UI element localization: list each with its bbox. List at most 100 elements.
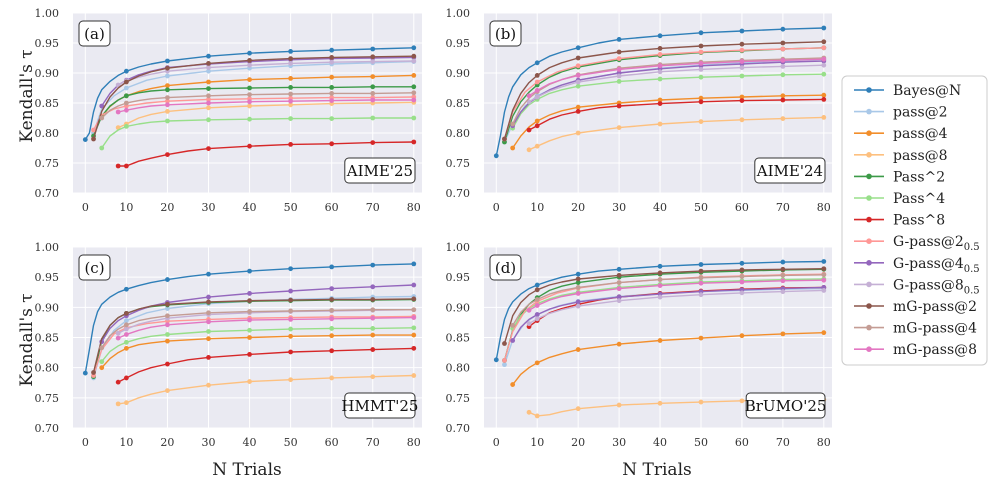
y-tick-label: 0.70	[446, 422, 471, 435]
data-point	[698, 61, 704, 66]
data-point	[206, 271, 211, 277]
data-point	[575, 285, 581, 290]
data-point	[510, 121, 516, 127]
data-point	[123, 124, 129, 129]
data-point	[288, 308, 294, 314]
data-point	[534, 297, 540, 302]
data-point	[780, 64, 786, 69]
data-point	[526, 321, 532, 327]
x-tick-label: 30	[612, 436, 626, 449]
data-point	[247, 317, 252, 323]
x-tick-label: 10	[119, 201, 133, 214]
data-point	[329, 98, 335, 103]
data-point	[698, 49, 704, 55]
series-line	[495, 27, 824, 156]
legend-swatch-marker	[866, 87, 872, 93]
data-point	[739, 274, 745, 279]
data-point	[780, 116, 786, 121]
data-point	[780, 272, 786, 278]
data-point	[411, 282, 417, 288]
data-point	[575, 73, 581, 78]
panel-title: BrUMO'25	[745, 397, 827, 415]
data-point	[698, 335, 704, 341]
series-line	[495, 260, 824, 360]
data-point	[329, 59, 335, 65]
series-line	[92, 60, 414, 134]
data-point	[534, 312, 540, 317]
y-tick-label: 0.75	[446, 392, 471, 405]
legend-label: G-pass@40.5	[893, 256, 980, 275]
x-tick-label: 30	[201, 436, 215, 449]
x-tick-label: 50	[694, 436, 708, 449]
y-tick-label: 0.80	[35, 127, 60, 140]
data-point	[370, 315, 376, 321]
panel-label-box	[489, 254, 522, 281]
data-point	[534, 79, 540, 85]
data-point	[370, 326, 376, 331]
data-point	[115, 109, 121, 115]
data-point	[165, 313, 170, 319]
data-point	[91, 136, 96, 142]
data-point	[780, 331, 786, 337]
data-point	[165, 73, 170, 79]
series-group	[493, 25, 827, 159]
data-point	[247, 327, 252, 333]
data-point	[115, 163, 121, 169]
data-point	[370, 91, 376, 96]
data-point	[739, 398, 745, 404]
data-point	[206, 299, 211, 305]
data-point	[534, 118, 540, 124]
data-point	[575, 79, 581, 85]
data-point	[821, 45, 827, 51]
data-point	[329, 316, 335, 322]
data-point	[502, 362, 507, 368]
legend-swatch-marker	[866, 303, 872, 309]
data-point	[329, 47, 335, 53]
data-point	[288, 56, 294, 61]
data-point	[370, 74, 376, 79]
legend-entry: mG-pass@4	[854, 321, 977, 337]
data-point	[123, 100, 129, 106]
data-point	[780, 46, 786, 52]
x-tick-label: 70	[776, 201, 790, 214]
data-point	[206, 294, 211, 300]
data-point	[288, 102, 294, 108]
data-point	[329, 55, 335, 60]
data-point	[780, 58, 786, 63]
data-point	[288, 297, 294, 303]
series-group	[493, 259, 827, 419]
panel-label: (a)	[84, 25, 105, 43]
data-point	[739, 260, 745, 266]
data-point	[575, 299, 581, 305]
legend-label-subscript: 0.5	[964, 242, 980, 253]
data-point	[370, 347, 376, 352]
data-point	[821, 25, 827, 31]
data-point	[370, 332, 376, 338]
data-point	[575, 406, 581, 412]
data-point	[411, 45, 417, 51]
data-point	[739, 290, 745, 296]
data-point	[616, 56, 622, 61]
data-point	[165, 109, 170, 114]
data-point	[534, 316, 540, 322]
data-point	[288, 333, 294, 339]
data-point	[165, 306, 170, 311]
data-point	[411, 90, 417, 96]
x-axis-label-left: N Trials	[212, 460, 281, 480]
data-point	[526, 147, 532, 153]
legend: Bayes@N pass@2 pass@4 pass@8 Pass^2 Pass^4 Pas…	[841, 75, 988, 366]
x-tick-label: 20	[160, 201, 174, 214]
panel-title: AIME'24	[756, 162, 823, 180]
legend-entry: pass@2	[854, 105, 948, 121]
data-point	[288, 288, 294, 294]
data-point	[616, 280, 622, 285]
data-point	[99, 365, 105, 371]
data-point	[206, 355, 211, 360]
chart-panel: 0.70 0.75 0.80 0.85 0.90 0.95 1.00 0 10 20 30 40 50 6…	[446, 241, 832, 449]
data-point	[616, 73, 622, 79]
data-point	[493, 357, 499, 363]
data-point	[657, 97, 663, 103]
data-point	[123, 286, 129, 292]
legend-swatch-marker	[866, 260, 872, 266]
